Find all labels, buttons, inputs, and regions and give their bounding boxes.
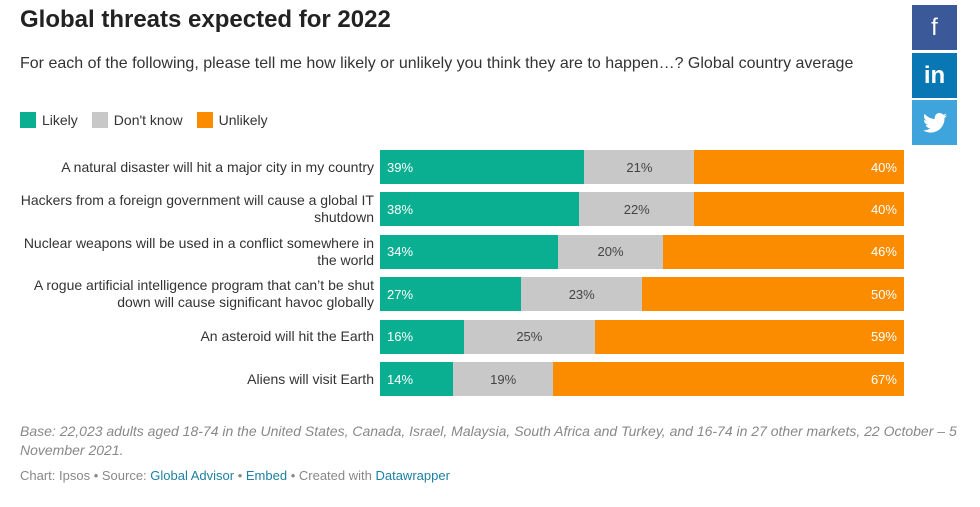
legend-item: Don't know: [91, 112, 183, 128]
legend-swatch: [20, 112, 36, 128]
twitter-share[interactable]: [912, 100, 957, 145]
footer-text: • Created with: [287, 468, 376, 483]
value-label: 27%: [387, 286, 414, 302]
value-label: 21%: [626, 159, 653, 175]
bar-segment: 39%: [380, 150, 585, 184]
bar-segment: 50%: [642, 277, 904, 312]
facebook-share[interactable]: f: [912, 5, 957, 50]
value-label: 19%: [490, 371, 517, 387]
value-label: 46%: [870, 244, 897, 260]
value-label: 40%: [870, 159, 897, 175]
value-label: 59%: [870, 329, 897, 345]
value-label: 40%: [870, 201, 897, 217]
value-label: 34%: [387, 244, 414, 260]
bar-segment: 34%: [380, 234, 559, 269]
value-label: 67%: [870, 371, 897, 387]
value-label: 23%: [568, 286, 595, 302]
value-label: 50%: [870, 286, 897, 302]
value-label: 25%: [516, 329, 543, 345]
bar-segment: 19%: [453, 362, 553, 396]
legend-swatch: [196, 112, 213, 128]
bar-segment: 23%: [521, 277, 642, 312]
footer: Chart: Ipsos • Source: Global Advisor • …: [20, 468, 450, 483]
bar-segment: 59%: [594, 319, 904, 354]
footer-link[interactable]: Embed: [245, 468, 288, 483]
bar-segment: 46%: [662, 234, 904, 269]
footer-link[interactable]: Datawrapper: [375, 468, 450, 483]
value-label: 38%: [387, 201, 414, 217]
value-label: 20%: [597, 244, 624, 260]
footer-text: Chart: Ipsos • Source:: [20, 468, 151, 483]
value-label: 16%: [387, 329, 414, 345]
footer-link[interactable]: Global Advisor: [150, 468, 235, 483]
legend-label: Unlikely: [218, 112, 268, 128]
legend-label: Don't know: [113, 112, 183, 128]
value-label: 22%: [623, 201, 650, 217]
bar-segment: 22%: [579, 192, 695, 227]
legend-label: Likely: [42, 112, 78, 128]
bar-segment: 16%: [380, 319, 464, 354]
category-label: Hackers from a foreign government will c…: [20, 192, 374, 226]
footer-text: •: [234, 468, 246, 483]
chart-subtitle: For each of the following, please tell m…: [20, 55, 854, 72]
value-label: 14%: [387, 371, 414, 387]
bar-segment: 40%: [694, 150, 904, 184]
legend-item: Likely: [20, 112, 78, 128]
category-label: An asteroid will hit the Earth: [200, 328, 374, 345]
bar-segment: 38%: [380, 192, 580, 227]
legend-item: Unlikely: [196, 112, 268, 128]
legend-swatch: [91, 112, 108, 128]
value-label: 39%: [387, 159, 414, 175]
bar-segment: 25%: [463, 319, 595, 354]
bar-segment: 20%: [558, 234, 663, 269]
bar-segment: 67%: [552, 362, 904, 396]
bar-segment: 21%: [584, 150, 695, 184]
category-label: A natural disaster will hit a major city…: [61, 158, 374, 175]
legend: Likely Don't know Unlikely: [20, 112, 282, 128]
linkedin-share[interactable]: in: [912, 53, 957, 98]
chart-title: Global threats expected for 2022: [20, 6, 391, 33]
notes: Base: 22,023 adults aged 18-74 in the Un…: [20, 423, 957, 458]
twitter-icon: [922, 112, 947, 133]
bar-segment: 40%: [694, 192, 904, 227]
category-label: Nuclear weapons will be used in a confli…: [23, 234, 374, 268]
bar-segment: 14%: [380, 362, 454, 396]
category-label: Aliens will visit Earth: [247, 370, 374, 387]
category-label: A rogue artificial intelligence program …: [33, 277, 374, 311]
bar-segment: 27%: [380, 277, 522, 312]
